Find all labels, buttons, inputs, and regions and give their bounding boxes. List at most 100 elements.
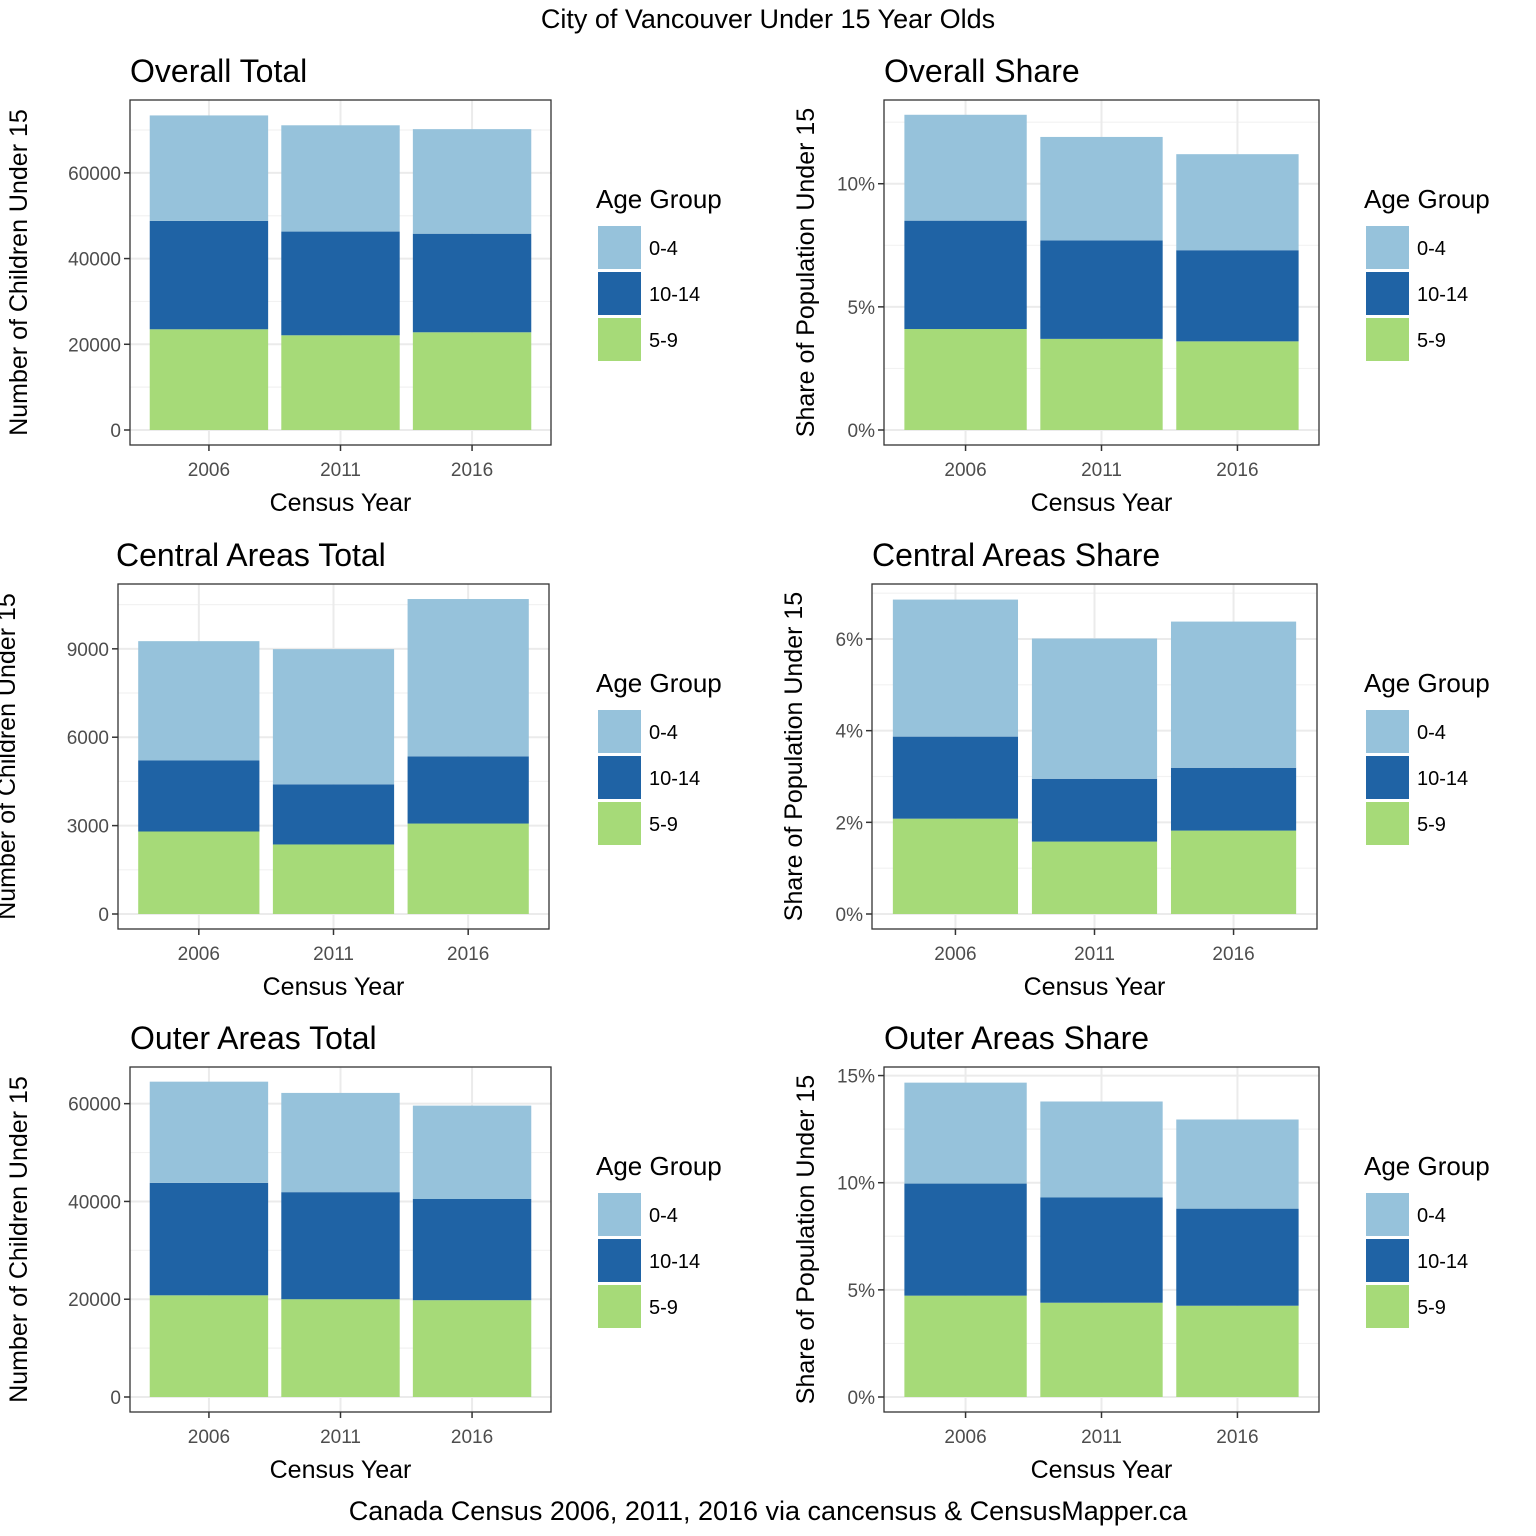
x-tick-label: 2011 bbox=[1081, 460, 1122, 481]
bar-overall-share-2016-5-9 bbox=[1176, 341, 1299, 430]
bar-overall-total-2011-0-4 bbox=[281, 125, 400, 232]
bar-central-areas-total-2011-0-4 bbox=[272, 649, 395, 785]
y-axis-title: Number of Children Under 15 bbox=[5, 109, 33, 436]
x-tick-label: 2011 bbox=[320, 1427, 361, 1448]
bar-central-areas-share-2016-0-4 bbox=[1170, 621, 1297, 768]
bar-outer-areas-share-2011-0-4 bbox=[1040, 1101, 1163, 1198]
bar-overall-share-2006-0-4 bbox=[904, 114, 1027, 221]
legend-swatch-0-4 bbox=[598, 710, 641, 753]
legend-swatch-5-9 bbox=[1366, 1285, 1409, 1328]
x-tick-label: 2011 bbox=[320, 460, 361, 481]
x-axis-title: Census Year bbox=[1031, 1456, 1173, 1484]
legend-swatch-5-9 bbox=[598, 318, 641, 361]
x-tick-label: 2006 bbox=[944, 460, 986, 481]
legend-label-5-9: 5-9 bbox=[1417, 330, 1446, 352]
panel-title-outer-areas-share: Outer Areas Share bbox=[884, 1020, 1149, 1056]
legend-swatch-10-14 bbox=[598, 1239, 641, 1282]
legend-label-0-4: 0-4 bbox=[1417, 722, 1446, 744]
bar-outer-areas-share-2011-10-14 bbox=[1040, 1197, 1163, 1303]
y-tick-label: 6000 bbox=[67, 728, 109, 749]
y-tick-label: 0% bbox=[836, 905, 864, 926]
bar-central-areas-share-2011-5-9 bbox=[1031, 841, 1158, 914]
bar-outer-areas-share-2016-0-4 bbox=[1176, 1119, 1299, 1209]
bar-central-areas-share-2006-5-9 bbox=[892, 818, 1019, 914]
bar-central-areas-total-2016-10-14 bbox=[407, 756, 529, 824]
bar-central-areas-total-2006-10-14 bbox=[138, 760, 260, 832]
bar-overall-total-2006-5-9 bbox=[149, 329, 269, 430]
legend-label-10-14: 10-14 bbox=[1417, 1251, 1468, 1273]
legend-title: Age Group bbox=[596, 668, 722, 698]
bar-overall-total-2011-5-9 bbox=[281, 335, 400, 430]
legend-label-0-4: 0-4 bbox=[649, 1205, 678, 1227]
y-tick-label: 0 bbox=[98, 905, 109, 926]
bar-outer-areas-total-2016-10-14 bbox=[412, 1199, 532, 1301]
y-tick-label: 3000 bbox=[67, 817, 109, 838]
y-tick-label: 5% bbox=[848, 298, 876, 319]
bar-outer-areas-total-2016-0-4 bbox=[412, 1105, 532, 1199]
y-tick-label: 15% bbox=[837, 1067, 875, 1088]
x-tick-label: 2011 bbox=[1081, 1427, 1122, 1448]
x-tick-label: 2016 bbox=[451, 460, 493, 481]
bar-central-areas-total-2006-0-4 bbox=[138, 641, 260, 761]
y-tick-label: 20000 bbox=[68, 335, 121, 356]
legend-label-0-4: 0-4 bbox=[1417, 238, 1446, 260]
y-tick-label: 10% bbox=[837, 175, 875, 196]
bar-central-areas-total-2011-5-9 bbox=[272, 844, 395, 914]
bar-outer-areas-share-2016-5-9 bbox=[1176, 1305, 1299, 1397]
legend-swatch-0-4 bbox=[598, 1193, 641, 1236]
panel-title-outer-areas-total: Outer Areas Total bbox=[130, 1020, 377, 1056]
x-tick-label: 2016 bbox=[1216, 1427, 1258, 1448]
y-tick-label: 0% bbox=[848, 421, 876, 442]
bar-outer-areas-total-2011-10-14 bbox=[281, 1192, 400, 1300]
y-axis-title: Share of Population Under 15 bbox=[780, 592, 808, 921]
bar-overall-share-2006-10-14 bbox=[904, 220, 1027, 330]
legend-swatch-10-14 bbox=[1366, 756, 1409, 799]
bar-outer-areas-total-2011-0-4 bbox=[281, 1092, 400, 1193]
x-axis-title: Census Year bbox=[270, 1456, 412, 1484]
bar-outer-areas-total-2006-0-4 bbox=[149, 1081, 269, 1183]
bar-central-areas-share-2011-10-14 bbox=[1031, 778, 1158, 842]
legend-swatch-10-14 bbox=[1366, 1239, 1409, 1282]
y-tick-label: 20000 bbox=[68, 1290, 121, 1311]
legend-swatch-0-4 bbox=[598, 226, 641, 269]
bar-central-areas-total-2006-5-9 bbox=[138, 831, 260, 914]
legend-swatch-0-4 bbox=[1366, 710, 1409, 753]
legend-swatch-10-14 bbox=[598, 272, 641, 315]
legend-label-5-9: 5-9 bbox=[649, 814, 678, 836]
legend-label-0-4: 0-4 bbox=[649, 238, 678, 260]
bar-outer-areas-total-2006-5-9 bbox=[149, 1295, 269, 1397]
y-tick-label: 0 bbox=[110, 421, 121, 442]
y-tick-label: 4% bbox=[836, 722, 864, 743]
bar-central-areas-share-2006-0-4 bbox=[892, 599, 1019, 737]
x-axis-title: Census Year bbox=[270, 489, 412, 517]
legend-label-5-9: 5-9 bbox=[649, 1297, 678, 1319]
x-tick-label: 2006 bbox=[934, 944, 976, 965]
legend-title: Age Group bbox=[596, 1151, 722, 1181]
legend-title: Age Group bbox=[1364, 668, 1490, 698]
legend-label-5-9: 5-9 bbox=[649, 330, 678, 352]
bar-overall-share-2011-5-9 bbox=[1040, 338, 1163, 430]
legend-swatch-5-9 bbox=[598, 802, 641, 845]
legend-label-10-14: 10-14 bbox=[649, 284, 700, 306]
y-tick-label: 9000 bbox=[67, 640, 109, 661]
x-axis-title: Census Year bbox=[263, 973, 405, 1001]
x-tick-label: 2006 bbox=[178, 944, 220, 965]
x-tick-label: 2006 bbox=[188, 1427, 230, 1448]
legend-label-0-4: 0-4 bbox=[1417, 1205, 1446, 1227]
bar-overall-total-2006-10-14 bbox=[149, 220, 269, 330]
bar-outer-areas-share-2006-5-9 bbox=[904, 1295, 1027, 1397]
panel-title-overall-share: Overall Share bbox=[884, 53, 1080, 89]
bar-overall-total-2016-5-9 bbox=[412, 332, 532, 430]
figure-caption: Canada Census 2006, 2011, 2016 via cance… bbox=[348, 1496, 1188, 1526]
legend-label-0-4: 0-4 bbox=[649, 722, 678, 744]
bar-central-areas-share-2006-10-14 bbox=[892, 736, 1019, 819]
panel-title-central-areas-total: Central Areas Total bbox=[116, 537, 386, 573]
bar-central-areas-share-2016-5-9 bbox=[1170, 830, 1297, 914]
bar-central-areas-total-2016-5-9 bbox=[407, 823, 529, 914]
legend-title: Age Group bbox=[1364, 1151, 1490, 1181]
y-tick-label: 60000 bbox=[68, 164, 121, 185]
legend-swatch-0-4 bbox=[1366, 1193, 1409, 1236]
bar-overall-share-2006-5-9 bbox=[904, 329, 1027, 430]
legend-title: Age Group bbox=[596, 184, 722, 214]
